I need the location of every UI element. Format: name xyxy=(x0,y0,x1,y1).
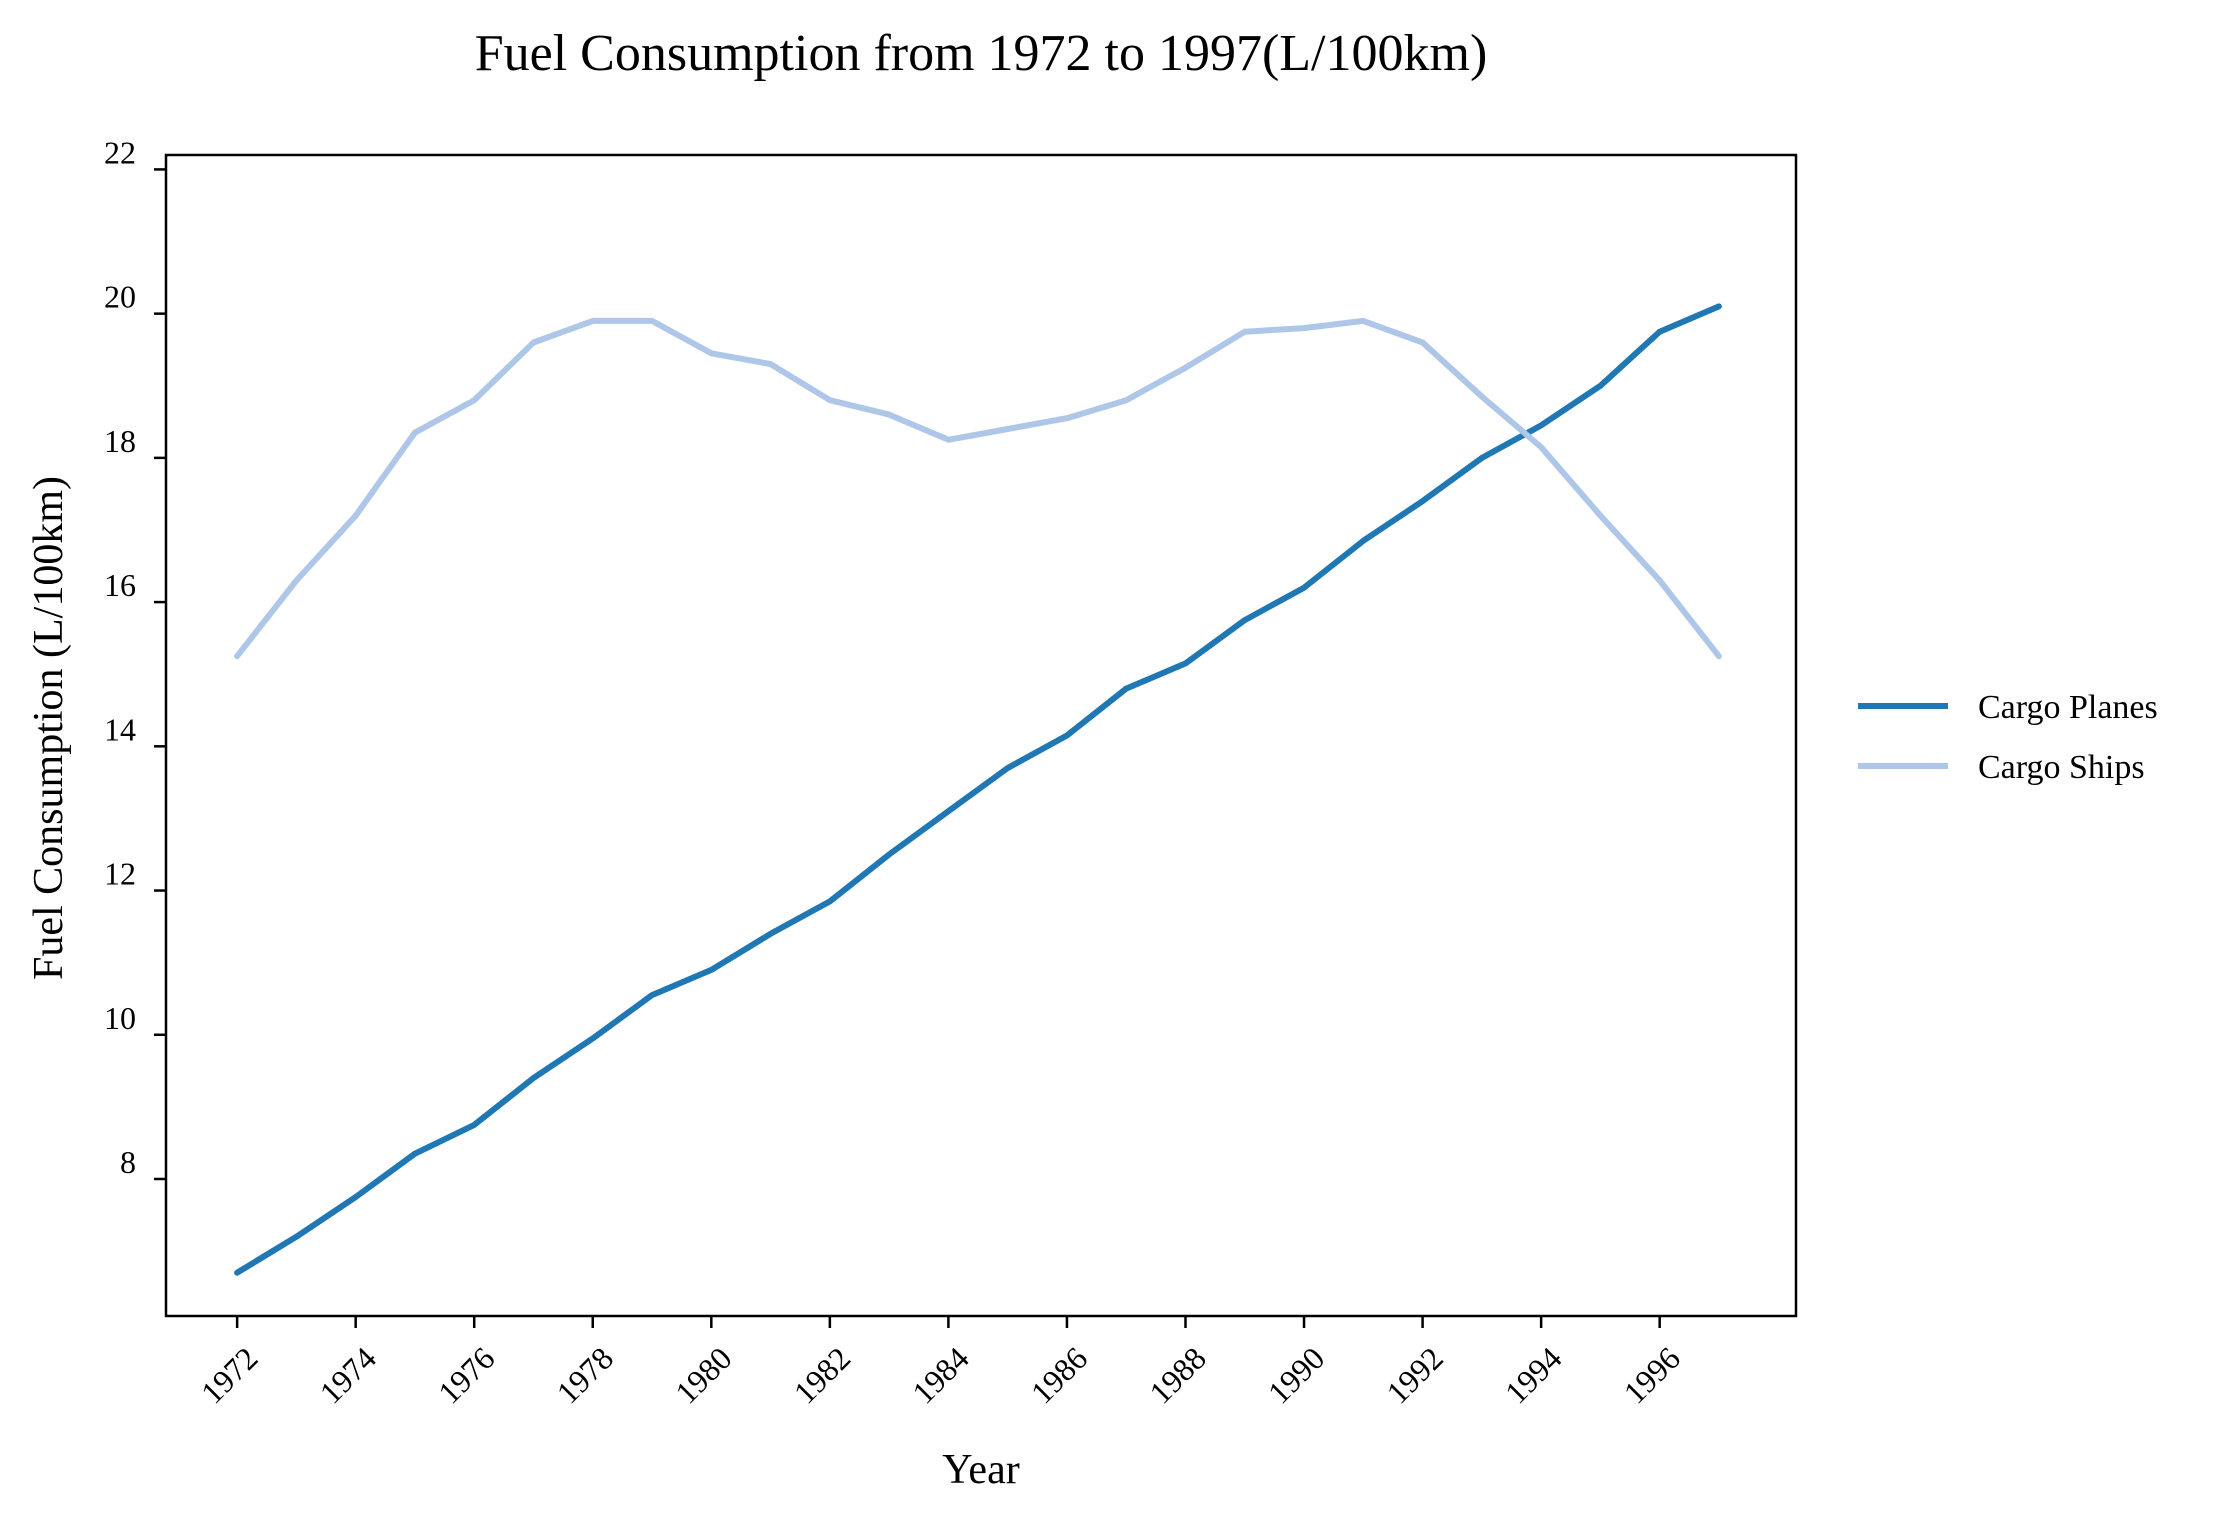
plot-area xyxy=(164,153,1798,1318)
x-tick-label: 1972 xyxy=(194,1340,265,1411)
series-line-cargo-planes xyxy=(234,303,1722,1276)
x-tick-label: 1976 xyxy=(431,1340,502,1411)
series-line-cargo-ships xyxy=(234,317,1722,660)
y-axis: 8 10 12 14 16 18 20 22 xyxy=(104,134,166,1181)
x-tick-label: 1992 xyxy=(1379,1340,1450,1411)
x-axis-label: Year xyxy=(942,1447,1019,1493)
y-tick-label: 18 xyxy=(104,423,136,459)
x-tick-label: 1980 xyxy=(668,1340,739,1411)
y-tick-label: 14 xyxy=(104,711,136,747)
x-tick-label: 1984 xyxy=(905,1340,976,1411)
x-axis: 1972 1974 1976 1978 1980 1982 1984 1986 1988 1990… xyxy=(194,1316,1687,1411)
y-axis-label: Fuel Consumption (L/100km) xyxy=(26,476,72,980)
x-tick-label: 1982 xyxy=(787,1340,858,1411)
y-tick-label: 10 xyxy=(104,1000,136,1036)
x-tick-label: 1988 xyxy=(1142,1340,1213,1411)
y-tick-label: 12 xyxy=(104,856,136,892)
x-tick-label: 1986 xyxy=(1024,1340,1095,1411)
x-tick-label: 1978 xyxy=(549,1340,620,1411)
legend: Cargo Planes Cargo Ships xyxy=(1858,689,2158,786)
x-tick-label: 1996 xyxy=(1616,1340,1687,1411)
y-tick-label: 22 xyxy=(104,134,136,170)
x-tick-label: 1974 xyxy=(312,1340,383,1411)
y-tick-label: 20 xyxy=(104,279,136,315)
y-tick-label: 16 xyxy=(104,567,136,603)
chart-title: Fuel Consumption from 1972 to 1997(L/100… xyxy=(475,25,1488,82)
legend-label: Cargo Planes xyxy=(1978,689,2158,726)
x-tick-label: 1990 xyxy=(1261,1340,1332,1411)
y-tick-label: 8 xyxy=(120,1144,136,1180)
plot-frame xyxy=(164,153,1798,1318)
x-tick-label: 1994 xyxy=(1498,1340,1569,1411)
legend-label: Cargo Ships xyxy=(1978,749,2145,786)
